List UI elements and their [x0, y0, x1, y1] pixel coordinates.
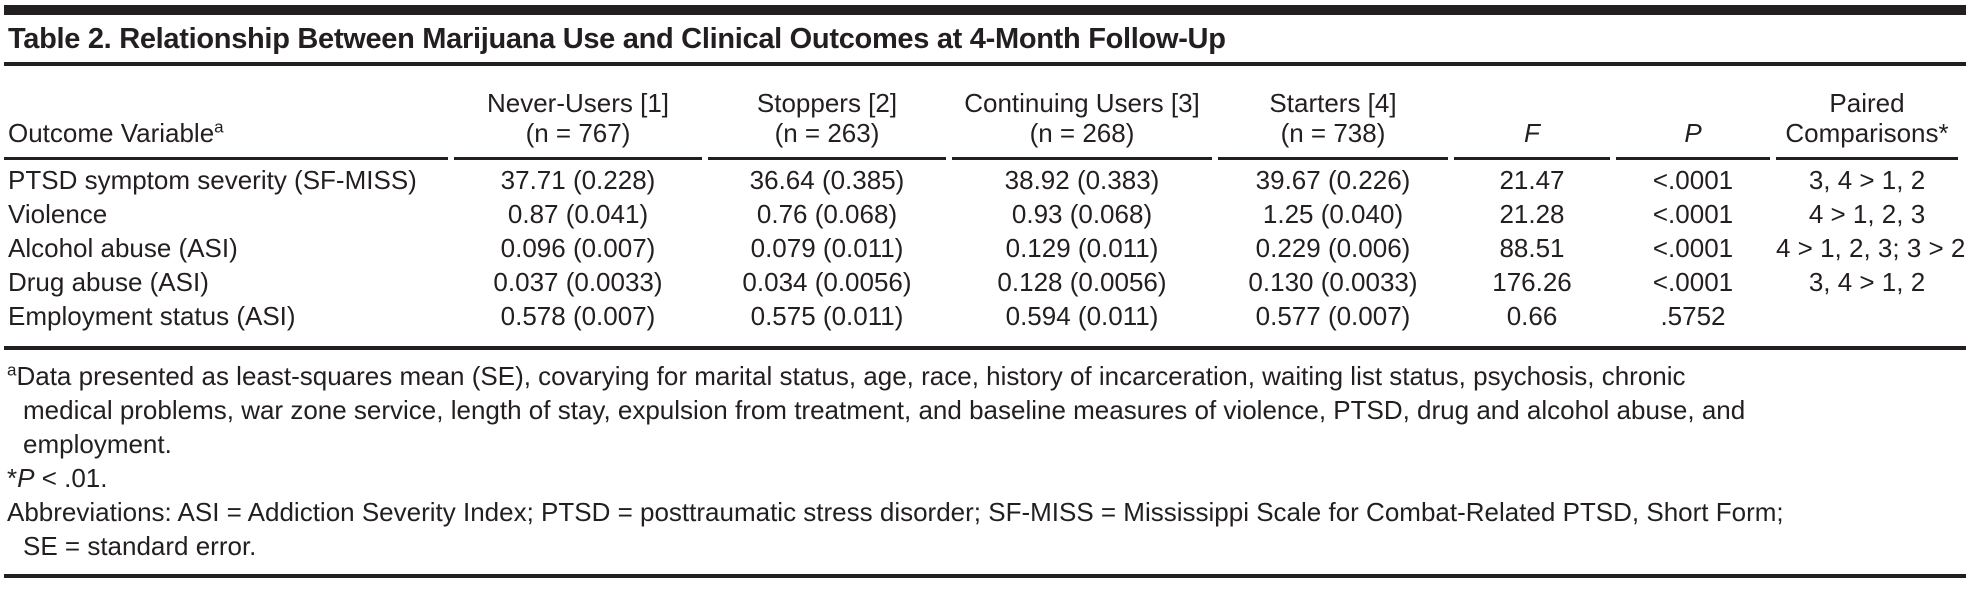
header-p-value: P — [1616, 66, 1770, 160]
outcome-variable-label: Outcome Variable — [8, 118, 215, 148]
cell-continuing: 0.128 (0.0056) — [997, 267, 1167, 297]
cell-f: 21.28 — [1499, 199, 1565, 229]
cell-continuing: 0.129 (0.011) — [1005, 233, 1159, 263]
paired-label-line2: Comparisons* — [1785, 118, 1949, 148]
footnote-line: medical problems, war zone service, leng… — [23, 395, 1746, 425]
cell-starters: 39.67 (0.226) — [1255, 165, 1411, 195]
table-row: Violence 0.87 (0.041) 0.76 (0.068) 0.93 (0.… — [4, 197, 1958, 231]
p-label: P — [1684, 118, 1702, 148]
bottom-rule-bar — [4, 574, 1966, 578]
cell-paired: 3, 4 > 1, 2 — [1808, 267, 1926, 297]
footnote-p-rest: < .01. — [34, 463, 108, 493]
table-body: PTSD symptom severity (SF-MISS) 37.71 (0.… — [4, 160, 1966, 333]
starters-label: Starters [4] — [1269, 88, 1397, 118]
table-row: Employment status (ASI) 0.578 (0.007) 0.57… — [4, 299, 1958, 333]
f-label: F — [1524, 118, 1540, 148]
cell-continuing: 38.92 (0.383) — [1004, 165, 1160, 195]
header-starters: Starters [4] (n = 738) — [1218, 66, 1448, 160]
never-users-label: Never-Users [1] — [486, 88, 670, 118]
table-row: Drug abuse (ASI) 0.037 (0.0033) 0.034 (0.0… — [4, 265, 1958, 299]
cell-paired: 4 > 1, 2, 3; 3 > 2 — [1776, 233, 1966, 263]
cell-stoppers: 0.575 (0.011) — [750, 301, 904, 331]
cell-stoppers: 0.76 (0.068) — [756, 199, 898, 229]
cell-never-users: 0.037 (0.0033) — [493, 267, 663, 297]
outcome-variable-footnote-marker: a — [214, 117, 224, 137]
header-continuing-users: Continuing Users [3] (n = 268) — [952, 66, 1212, 160]
table-row: Alcohol abuse (ASI) 0.096 (0.007) 0.079 (0… — [4, 231, 1966, 265]
continuing-users-n: (n = 268) — [1029, 118, 1135, 148]
footnote-abbreviations: Abbreviations: ASI = Addiction Severity … — [7, 495, 1966, 563]
cell-paired: 4 > 1, 2, 3 — [1808, 199, 1926, 229]
table-row: PTSD symptom severity (SF-MISS) 37.71 (0.… — [4, 160, 1958, 197]
footnote-star: * — [7, 463, 18, 493]
cell-p: <.0001 — [1652, 233, 1734, 263]
footnote-line: aData presented as least-squares mean (S… — [7, 360, 1686, 391]
cell-p: <.0001 — [1652, 199, 1734, 229]
paired-label-line1: Paired — [1829, 88, 1905, 118]
stoppers-label: Stoppers [2] — [756, 88, 898, 118]
footnote-p-italic: P — [17, 463, 35, 493]
cell-f: 176.26 — [1492, 267, 1572, 297]
continuing-users-label: Continuing Users [3] — [964, 88, 1200, 118]
header-f-statistic: F — [1454, 66, 1610, 160]
never-users-n: (n = 767) — [525, 118, 631, 148]
cell-p: <.0001 — [1652, 165, 1734, 195]
cell-outcome: Employment status (ASI) — [8, 301, 296, 331]
table-bottom-rule — [4, 346, 1966, 350]
header-outcome-variable: Outcome Variablea — [4, 66, 448, 160]
footnotes: aData presented as least-squares mean (S… — [4, 350, 1966, 563]
cell-f: 0.66 — [1506, 301, 1558, 331]
stoppers-n: (n = 263) — [774, 118, 880, 148]
outcomes-table: Outcome Variablea Never-Users [1] (n = 7… — [0, 66, 1966, 333]
header-never-users: Never-Users [1] (n = 767) — [454, 66, 702, 160]
table-title: Table 2. Relationship Between Marijuana … — [8, 23, 1226, 55]
footnote-a: aData presented as least-squares mean (S… — [7, 359, 1966, 461]
cell-paired — [1776, 299, 1958, 333]
cell-outcome: Alcohol abuse (ASI) — [8, 233, 238, 263]
footnote-line: Abbreviations: ASI = Addiction Severity … — [7, 497, 1784, 527]
cell-starters: 1.25 (0.040) — [1262, 199, 1404, 229]
cell-continuing: 0.594 (0.011) — [1005, 301, 1159, 331]
footnote-p-threshold: *P < .01. — [7, 461, 1966, 495]
cell-f: 88.51 — [1499, 233, 1565, 263]
cell-outcome: PTSD symptom severity (SF-MISS) — [8, 165, 417, 195]
cell-never-users: 0.096 (0.007) — [500, 233, 656, 263]
footnote-line: employment. — [23, 429, 172, 459]
cell-continuing: 0.93 (0.068) — [1011, 199, 1153, 229]
header-paired-comparisons: Paired Comparisons* — [1776, 66, 1958, 160]
cell-outcome: Drug abuse (ASI) — [8, 267, 209, 297]
footnote-line: SE = standard error. — [23, 531, 257, 561]
cell-stoppers: 0.079 (0.011) — [750, 233, 904, 263]
cell-starters: 0.229 (0.006) — [1255, 233, 1411, 263]
starters-n: (n = 738) — [1280, 118, 1386, 148]
footnote-marker: a — [7, 360, 17, 380]
cell-starters: 0.577 (0.007) — [1255, 301, 1411, 331]
cell-never-users: 37.71 (0.228) — [500, 165, 656, 195]
cell-stoppers: 36.64 (0.385) — [749, 165, 905, 195]
cell-outcome: Violence — [8, 199, 108, 229]
cell-p: <.0001 — [1652, 267, 1734, 297]
cell-f: 21.47 — [1499, 165, 1565, 195]
header-row: Outcome Variablea Never-Users [1] (n = 7… — [4, 66, 1958, 160]
table-header: Outcome Variablea Never-Users [1] (n = 7… — [4, 66, 1958, 160]
header-stoppers: Stoppers [2] (n = 263) — [708, 66, 946, 160]
cell-stoppers: 0.034 (0.0056) — [742, 267, 912, 297]
cell-starters: 0.130 (0.0033) — [1248, 267, 1418, 297]
cell-p: .5752 — [1660, 301, 1726, 331]
cell-never-users: 0.578 (0.007) — [500, 301, 656, 331]
title-divider-rule — [4, 62, 1966, 66]
cell-paired: 3, 4 > 1, 2 — [1808, 165, 1926, 195]
top-rule-bar — [4, 5, 1966, 15]
cell-never-users: 0.87 (0.041) — [507, 199, 649, 229]
